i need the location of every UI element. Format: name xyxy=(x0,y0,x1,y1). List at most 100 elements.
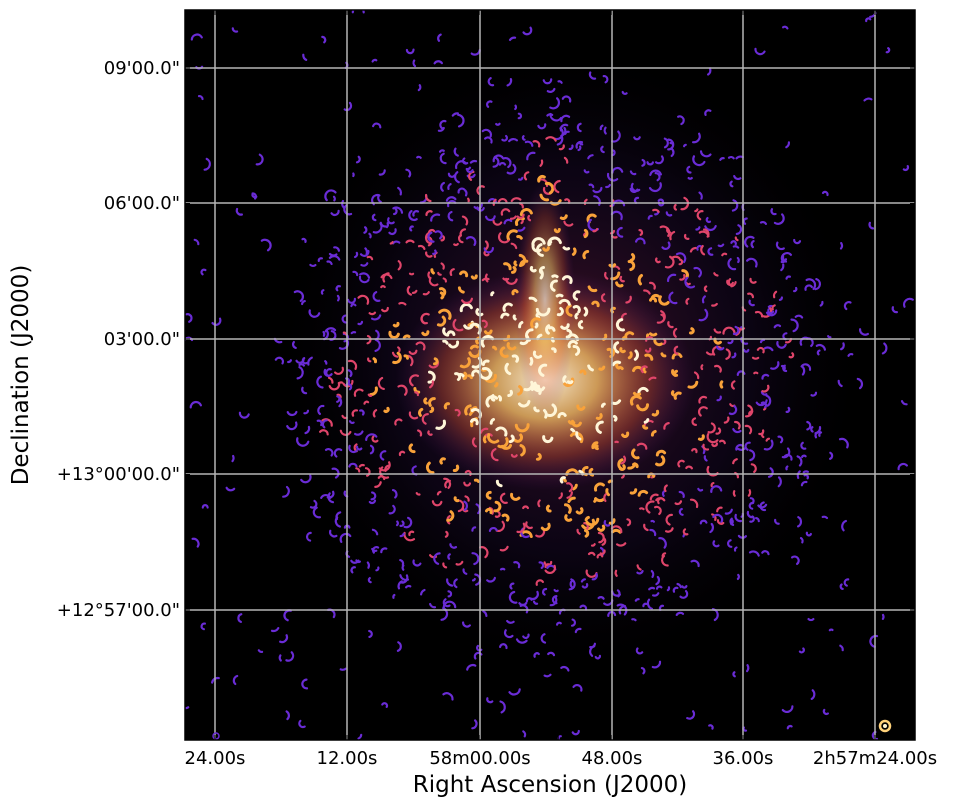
emission-speckle xyxy=(549,596,558,607)
emission-speckle xyxy=(327,376,334,384)
emission-speckle xyxy=(530,385,542,395)
emission-speckle xyxy=(443,477,452,489)
emission-speckle xyxy=(351,409,359,417)
emission-speckle xyxy=(327,492,335,504)
emission-speckle xyxy=(301,678,309,690)
emission-speckle xyxy=(772,290,778,299)
emission-speckle xyxy=(551,347,557,353)
emission-speckle xyxy=(446,330,456,336)
emission-speckle xyxy=(565,304,573,317)
emission-speckle xyxy=(575,507,584,515)
emission-speckle xyxy=(466,173,476,179)
emission-speckle xyxy=(891,306,898,314)
emission-speckle xyxy=(414,391,419,397)
emission-speckle xyxy=(682,528,689,536)
emission-speckle xyxy=(643,418,650,424)
emission-speckle xyxy=(301,237,307,243)
emission-speckle xyxy=(712,540,720,548)
emission-speckle xyxy=(687,177,693,180)
emission-speckle xyxy=(651,409,660,417)
emission-speckle xyxy=(755,517,760,523)
emission-speckle xyxy=(442,327,450,337)
emission-speckle xyxy=(431,500,443,507)
emission-speckle xyxy=(408,349,418,355)
emission-speckle xyxy=(597,596,605,600)
emission-speckle xyxy=(185,706,190,710)
emission-speckle xyxy=(502,156,512,169)
emission-speckle xyxy=(559,214,568,220)
emission-speckle xyxy=(497,437,509,449)
emission-speckle xyxy=(814,278,822,291)
emission-speckle xyxy=(515,638,528,644)
emission-speckle xyxy=(667,321,674,329)
y-tick-label: +13°00'00.0" xyxy=(57,464,180,485)
emission-speckle xyxy=(902,297,914,308)
emission-speckle xyxy=(744,441,751,451)
emission-speckle xyxy=(525,597,533,603)
emission-speckle xyxy=(747,292,755,299)
emission-speckle xyxy=(201,504,209,509)
emission-speckle xyxy=(672,327,678,338)
emission-speckle xyxy=(461,621,471,628)
emission-speckle xyxy=(469,344,479,350)
emission-speckle xyxy=(654,505,662,515)
emission-speckle xyxy=(758,429,765,436)
emission-speckle xyxy=(200,622,206,631)
emission-speckle xyxy=(804,284,813,291)
emission-speckle xyxy=(486,697,494,704)
emission-speckle xyxy=(675,611,685,616)
emission-speckle xyxy=(471,526,477,532)
emission-speckle xyxy=(438,287,447,297)
emission-speckle xyxy=(731,199,739,212)
emission-speckle xyxy=(736,573,740,580)
emission-speckle xyxy=(537,175,546,183)
emission-speckle xyxy=(421,412,429,425)
emission-speckle xyxy=(756,346,765,354)
emission-speckle xyxy=(683,143,687,148)
emission-speckle xyxy=(298,719,306,729)
emission-speckle xyxy=(799,537,804,544)
emission-speckle xyxy=(600,145,605,154)
emission-speckle xyxy=(687,380,699,389)
emission-speckle xyxy=(763,346,774,352)
emission-speckle xyxy=(368,629,373,638)
emission-speckle xyxy=(780,364,786,371)
emission-speckle xyxy=(822,708,829,715)
emission-speckle xyxy=(542,78,553,85)
emission-speckle xyxy=(581,583,589,589)
emission-speckle xyxy=(381,306,389,313)
emission-speckle xyxy=(644,347,652,353)
emission-speckle xyxy=(629,394,642,406)
emission-speckle xyxy=(728,405,738,416)
emission-speckle xyxy=(486,576,496,583)
emission-speckle xyxy=(685,282,691,286)
emission-speckle xyxy=(572,290,581,301)
emission-speckle xyxy=(689,246,697,253)
emission-speckle xyxy=(357,294,370,305)
emission-speckle xyxy=(868,221,875,230)
emission-speckle xyxy=(485,490,492,500)
emission-speckle xyxy=(363,226,368,234)
emission-speckle xyxy=(439,152,447,165)
emission-speckle xyxy=(433,60,443,65)
emission-speckle xyxy=(358,275,370,284)
emission-speckle xyxy=(333,448,343,458)
emission-speckle xyxy=(369,444,375,455)
emission-speckle xyxy=(532,383,546,393)
emission-speckle xyxy=(511,266,517,274)
emission-speckle xyxy=(704,109,712,116)
emission-speckle xyxy=(865,17,872,23)
emission-speckle xyxy=(190,33,203,41)
emission-speckle xyxy=(561,95,572,103)
emission-speckle xyxy=(416,155,422,159)
emission-speckle xyxy=(508,137,518,143)
emission-speckle xyxy=(897,462,908,471)
emission-speckle xyxy=(597,531,605,544)
emission-speckle xyxy=(503,629,514,639)
emission-speckle xyxy=(466,664,477,671)
emission-speckle xyxy=(463,481,472,487)
emission-speckle xyxy=(731,352,737,359)
emission-speckle xyxy=(677,115,685,126)
coordinate-grid xyxy=(185,10,915,740)
emission-speckle xyxy=(442,277,447,283)
